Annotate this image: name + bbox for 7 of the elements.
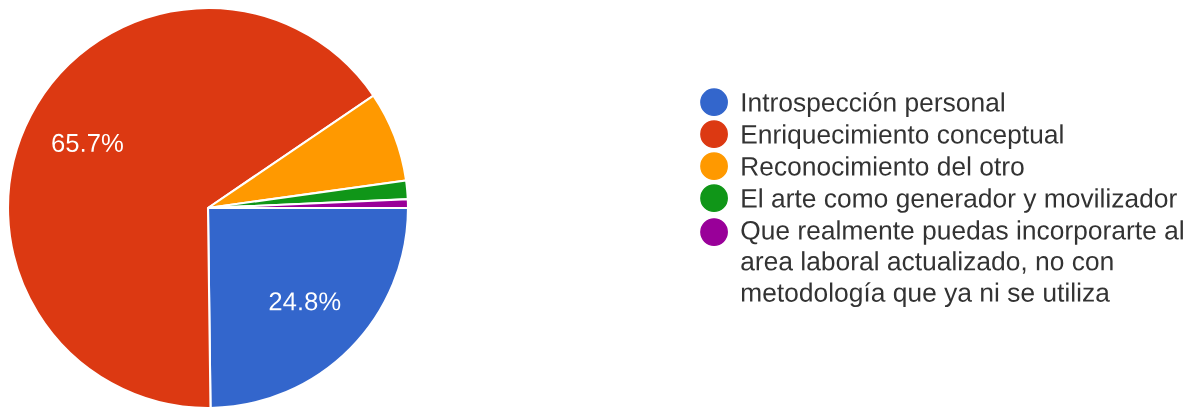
- legend-label: Que realmente puedas incorporarte al area laboral actualizado, no con metodología que ya ni se utiliza: [741, 220, 1183, 308]
- data-label: 24.8%: [269, 292, 341, 311]
- data-label: 65.7%: [52, 133, 123, 153]
- legend-label: El arte como generador y movilizador: [742, 188, 1177, 213]
- legend-label: Introspección personal: [742, 92, 1004, 117]
- legend-label: Enriquecimiento conceptual: [742, 124, 1063, 149]
- legend-label: Reconocimiento del otro: [742, 156, 1024, 176]
